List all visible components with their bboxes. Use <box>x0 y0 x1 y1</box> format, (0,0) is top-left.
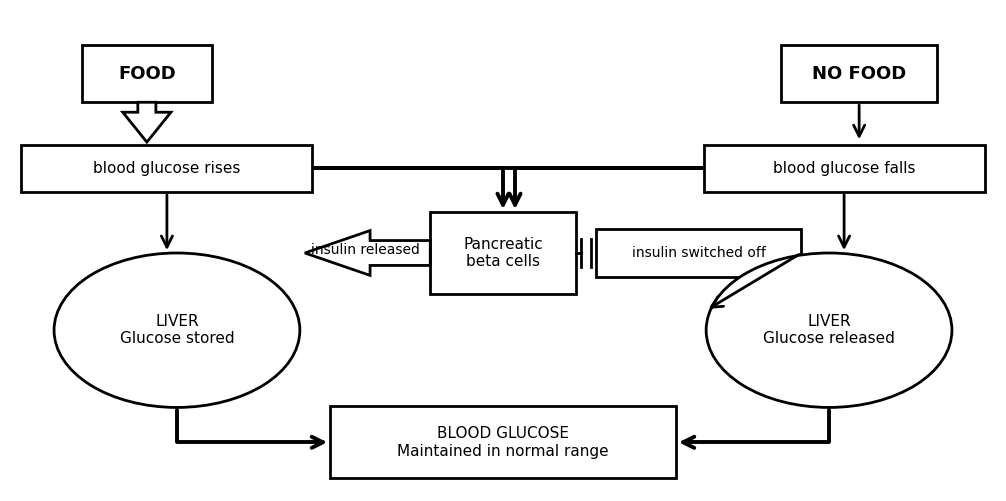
Text: insulin released: insulin released <box>311 243 420 258</box>
Text: FOOD: FOOD <box>118 65 176 83</box>
Polygon shape <box>305 230 431 276</box>
Text: LIVER
Glucose stored: LIVER Glucose stored <box>120 314 234 346</box>
Polygon shape <box>123 102 171 142</box>
Ellipse shape <box>54 253 300 407</box>
FancyBboxPatch shape <box>782 45 937 102</box>
FancyBboxPatch shape <box>21 145 313 192</box>
FancyBboxPatch shape <box>330 406 676 478</box>
Text: blood glucose falls: blood glucose falls <box>773 161 915 176</box>
FancyBboxPatch shape <box>703 145 985 192</box>
Text: LIVER
Glucose released: LIVER Glucose released <box>764 314 895 346</box>
Text: Pancreatic
beta cells: Pancreatic beta cells <box>463 237 543 269</box>
Text: NO FOOD: NO FOOD <box>812 65 906 83</box>
Text: insulin switched off: insulin switched off <box>632 246 766 260</box>
FancyBboxPatch shape <box>81 45 212 102</box>
FancyBboxPatch shape <box>596 229 802 277</box>
FancyBboxPatch shape <box>431 212 575 294</box>
Text: blood glucose rises: blood glucose rises <box>94 161 240 176</box>
Text: BLOOD GLUCOSE
Maintained in normal range: BLOOD GLUCOSE Maintained in normal range <box>397 426 609 458</box>
Ellipse shape <box>706 253 952 407</box>
